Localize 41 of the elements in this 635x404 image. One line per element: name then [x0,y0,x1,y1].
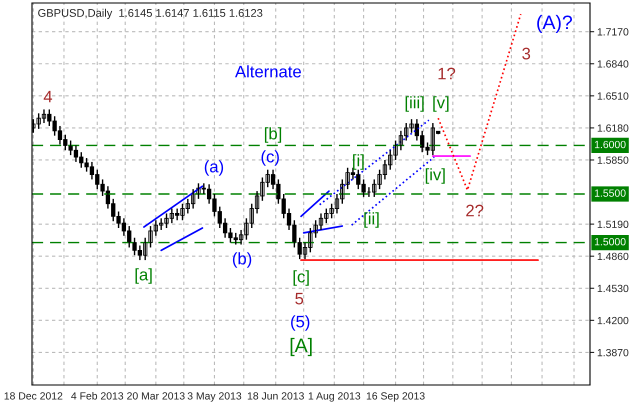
ref-line-label: 1.5000 [594,238,626,246]
annotation: [v] [433,96,448,112]
annotation: [ii] [364,212,379,228]
ref-line-label: 1.6000 [594,140,626,148]
x-tick-label: 4 Feb 2013 [71,392,124,400]
x-tick-label: 18 Dec 2012 [4,392,62,400]
y-tick-label: 1.6180 [598,124,628,132]
annotation: (5) [291,315,310,331]
y-tick-label: 1.6840 [598,60,628,68]
ref-line-label: 1.5500 [594,189,626,197]
annotation: Alternate [235,65,301,78]
y-tick-label: 1.5190 [598,220,628,228]
annotation: [iv] [426,168,445,184]
annotation: 5 [295,292,304,304]
x-tick-label: 20 Mar 2013 [127,392,185,400]
annotation: [a] [136,268,152,284]
annotation: 1? [438,68,456,80]
x-tick-label: 18 Jun 2013 [248,392,304,400]
annotation: (c) [262,150,279,166]
y-tick-label: 1.4530 [598,284,628,292]
annotation: 4 [44,90,52,102]
chart-title: GBPUSD,Daily 1.6145 1.6147 1.6115 1.6123 [38,8,262,20]
annotation: [i] [353,154,364,170]
annotation: [A] [290,338,312,356]
annotation: 2? [466,204,484,216]
annotation: [iii] [406,96,424,112]
y-tick-label: 1.3870 [598,348,628,356]
x-tick-label: 1 Aug 2013 [308,392,360,402]
y-tick-label: 1.7170 [598,28,628,36]
annotation: [c] [294,270,309,286]
annotation: (b) [232,252,252,268]
y-tick-label: 1.5850 [598,156,628,164]
annotation: 3 [522,48,530,60]
annotation: (A)? [537,14,572,34]
y-tick-label: 1.6510 [598,92,628,100]
y-tick-label: 1.4200 [598,316,628,324]
x-tick-label: 16 Sep 2013 [366,392,425,402]
x-tick-label: 3 May 2013 [188,392,242,402]
annotation: (a) [204,160,224,176]
y-tick-label: 1.4860 [598,252,628,260]
annotation: [b] [264,127,282,143]
